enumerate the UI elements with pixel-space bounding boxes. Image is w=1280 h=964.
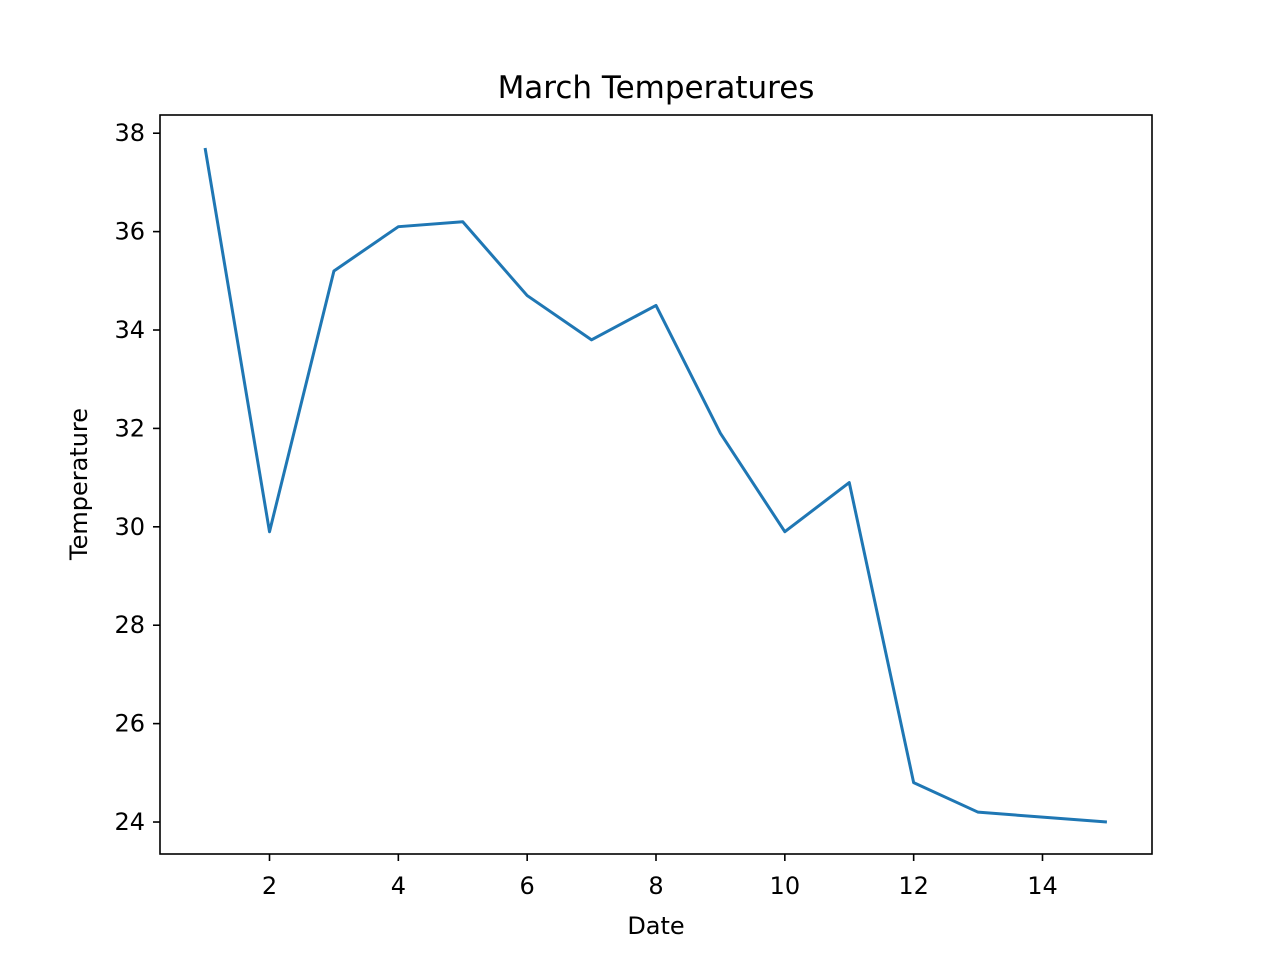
y-tick-label: 26 [114, 710, 145, 738]
y-tick-label: 24 [114, 808, 145, 836]
x-tick-label: 8 [648, 872, 663, 900]
x-tick-label: 12 [898, 872, 929, 900]
x-tick-label: 10 [770, 872, 801, 900]
x-tick-label: 14 [1027, 872, 1058, 900]
x-axis-label: Date [627, 912, 684, 940]
x-tick-label: 2 [262, 872, 277, 900]
y-tick-label: 32 [114, 414, 145, 442]
y-tick-label: 28 [114, 611, 145, 639]
y-tick-label: 36 [114, 218, 145, 246]
y-axis-ticks: 24 26 28 30 32 34 36 38 [114, 119, 160, 836]
x-tick-label: 4 [391, 872, 406, 900]
y-axis-label: Temperature [65, 408, 93, 561]
y-tick-label: 30 [114, 513, 145, 541]
x-axis-ticks: 2 4 6 8 10 12 14 [262, 854, 1058, 900]
y-tick-label: 34 [114, 316, 145, 344]
chart-title: March Temperatures [498, 70, 815, 106]
x-tick-label: 6 [520, 872, 535, 900]
y-tick-label: 38 [114, 119, 145, 147]
series-line [203, 147, 1108, 824]
